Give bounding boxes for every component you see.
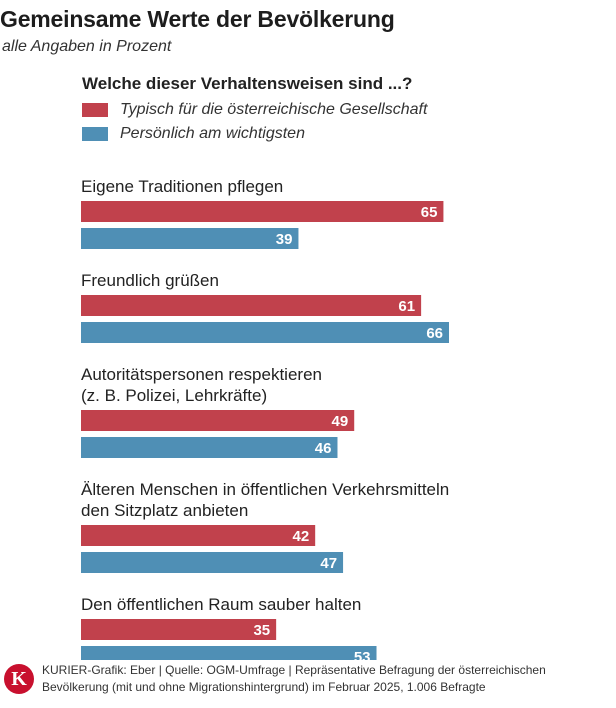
value-label: 35 [253,622,270,639]
chart-subtitle: alle Angaben in Prozent [2,38,172,55]
legend-item-series1: Typisch für die österreichische Gesellsc… [82,100,427,120]
category-label: (z. B. Polizei, Lehrkräfte) [81,386,267,405]
legend-label-series1: Typisch für die österreichische Gesellsc… [120,101,428,118]
value-label: 46 [315,440,332,457]
bar-series2 [81,552,344,573]
source-line-2: Bevölkerung (mit und ohne Migrationshint… [42,680,486,694]
value-label: 66 [426,325,443,342]
bar-series1 [81,201,444,222]
value-label: 61 [398,298,415,315]
source-line-1: KURIER-Grafik: Eber | Quelle: OGM-Umfrag… [42,663,546,677]
category-label: Freundlich grüßen [81,271,219,290]
value-label: 49 [332,413,349,430]
legend-item-series2: Persönlich am wichtigsten [82,124,305,144]
value-label: 39 [276,231,293,248]
category-label: Älteren Menschen in öffentlichen Verkehr… [81,480,449,499]
bar-series1 [81,619,277,640]
kurier-logo: K [4,664,34,694]
chart-question: Welche dieser Verhaltensweisen sind ...? [82,74,413,93]
bar-series1 [81,295,422,316]
category-label: Den öffentlichen Raum sauber halten [81,595,361,614]
legend-swatch-series2 [82,127,108,141]
bar-series1 [81,525,316,546]
legend-label-series2: Persönlich am wichtigsten [120,125,305,142]
value-label: 47 [320,555,337,572]
legend-swatch-series1 [82,103,108,117]
bar-series1 [81,410,355,431]
footer: K KURIER-Grafik: Eber | Quelle: OGM-Umfr… [0,660,616,704]
bar-series2 [81,322,449,343]
chart-title: Gemeinsame Werte der Bevölkerung [0,6,395,32]
value-label: 65 [421,204,438,221]
bar-chart: Eigene Traditionen pflegen 65 39 Freundlich… [81,177,449,660]
category-label: den Sitzplatz anbieten [81,501,248,520]
category-label: Eigene Traditionen pflegen [81,177,283,196]
bar-series2 [81,646,377,660]
bar-series2 [81,228,299,249]
source-note: KURIER-Grafik: Eber | Quelle: OGM-Umfrag… [42,662,602,696]
bar-series2 [81,437,338,458]
category-label: Autoritätspersonen respektieren [81,365,322,384]
value-label: 42 [292,528,309,545]
value-label: 53 [354,649,371,660]
